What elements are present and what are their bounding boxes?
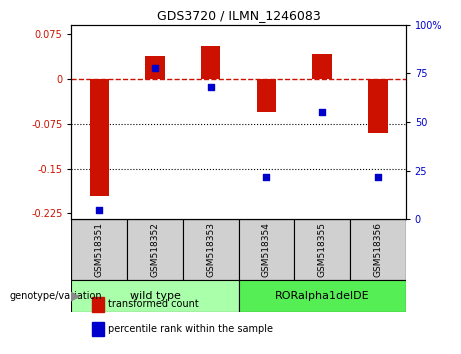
Text: GSM518355: GSM518355 (318, 222, 327, 277)
Title: GDS3720 / ILMN_1246083: GDS3720 / ILMN_1246083 (157, 9, 320, 22)
Text: transformed count: transformed count (108, 299, 199, 309)
Bar (294, 219, 350, 280)
Text: GSM518351: GSM518351 (95, 222, 104, 277)
Text: GSM518356: GSM518356 (373, 222, 382, 277)
Bar (201, 46, 220, 79)
Bar (350, 219, 406, 280)
Bar (238, 219, 294, 280)
Text: GSM518353: GSM518353 (206, 222, 215, 277)
Point (374, 174, 382, 179)
Bar (71, 219, 127, 280)
Point (95, 207, 103, 212)
Text: ▶: ▶ (71, 289, 81, 302)
Point (207, 84, 214, 90)
Text: genotype/variation: genotype/variation (9, 291, 102, 301)
Bar (183, 219, 238, 280)
Bar (71, 280, 239, 312)
Text: wild type: wild type (130, 291, 180, 301)
Point (319, 110, 326, 115)
Bar (368, 79, 388, 133)
Bar (145, 56, 165, 79)
Point (263, 174, 270, 179)
Text: RORalpha1delDE: RORalpha1delDE (275, 291, 369, 301)
Bar (313, 53, 332, 79)
Bar (238, 280, 406, 312)
Bar (89, 79, 109, 195)
Text: GSM518352: GSM518352 (150, 222, 160, 277)
Bar (257, 79, 276, 112)
Bar (127, 219, 183, 280)
Text: GSM518354: GSM518354 (262, 222, 271, 277)
Point (151, 65, 159, 70)
Text: percentile rank within the sample: percentile rank within the sample (108, 324, 273, 334)
